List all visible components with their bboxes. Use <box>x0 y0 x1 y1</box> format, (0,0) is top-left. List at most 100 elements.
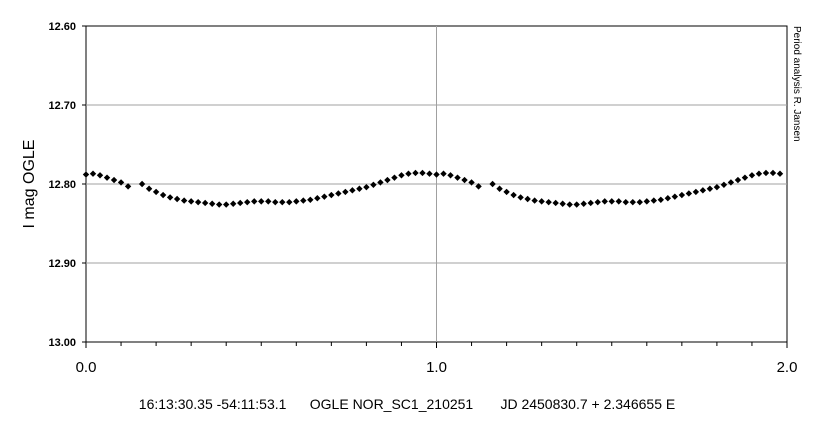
star-id-label: OGLE NOR_SC1_210251 <box>309 396 474 412</box>
data-point <box>629 198 636 206</box>
data-point <box>426 170 433 177</box>
data-point <box>293 198 300 205</box>
data-point <box>265 198 272 205</box>
y-tick-label: 12.80 <box>48 179 76 191</box>
data-point <box>678 191 686 199</box>
data-point <box>124 183 132 190</box>
data-point <box>776 170 784 177</box>
coordinates-label: 16:13:30.35 -54:11:53.1 <box>138 396 287 412</box>
data-point <box>573 201 580 208</box>
data-point <box>328 191 335 199</box>
data-point <box>117 179 125 186</box>
axis-ticks <box>82 25 788 348</box>
data-point <box>244 198 251 206</box>
data-point <box>286 198 293 206</box>
data-point <box>145 185 153 192</box>
y-tick-label: 12.70 <box>48 100 76 112</box>
data-point <box>230 200 237 207</box>
data-point <box>223 201 230 208</box>
data-point <box>356 185 363 192</box>
data-point <box>173 195 181 203</box>
data-point <box>307 196 314 203</box>
data-point <box>180 197 188 204</box>
data-point <box>391 174 398 181</box>
data-point <box>608 198 615 205</box>
data-point <box>187 198 195 205</box>
data-point <box>405 170 412 177</box>
y-tick-label: 12.60 <box>48 21 76 33</box>
data-point <box>335 190 342 197</box>
data-point <box>363 183 370 191</box>
data-point <box>370 181 377 188</box>
data-point <box>440 170 447 177</box>
data-point <box>279 198 286 206</box>
data-point <box>321 193 328 200</box>
data-point <box>580 200 587 207</box>
data-point <box>636 198 643 206</box>
data-point <box>713 183 721 191</box>
y-tick-label: 13.00 <box>48 337 76 349</box>
data-point <box>671 193 679 200</box>
x-tick-label: 2.0 <box>777 359 798 376</box>
data-point <box>755 170 763 177</box>
data-point <box>110 176 118 184</box>
data-point <box>517 194 524 201</box>
data-point <box>552 199 559 207</box>
x-tick-label: 0.0 <box>76 359 97 376</box>
data-point <box>419 169 426 177</box>
data-point <box>538 198 545 205</box>
data-point <box>166 194 174 201</box>
data-point <box>475 183 482 190</box>
data-point <box>398 172 405 179</box>
gridlines <box>86 26 787 342</box>
data-point <box>615 198 622 205</box>
data-point <box>194 198 202 206</box>
data-point <box>706 185 714 192</box>
data-point <box>447 172 454 179</box>
data-point <box>503 188 510 196</box>
data-point <box>727 179 735 186</box>
data-point <box>215 201 223 208</box>
data-point <box>524 195 531 203</box>
data-point <box>138 180 146 188</box>
data-point <box>377 179 384 186</box>
data-point <box>566 201 573 208</box>
data-point <box>314 195 321 202</box>
data-point <box>454 174 461 181</box>
data-point <box>545 198 552 206</box>
data-point <box>468 179 475 186</box>
data-point <box>559 200 566 207</box>
data-point <box>201 199 209 207</box>
data-point <box>349 187 356 194</box>
x-tick-label: 1.0 <box>426 359 447 376</box>
data-point <box>531 197 538 204</box>
data-point <box>272 198 279 206</box>
data-point <box>159 191 167 199</box>
data-point <box>685 190 693 197</box>
data-point <box>622 198 629 206</box>
side-note: Period analysis R. Jansen <box>791 26 802 142</box>
data-point <box>103 174 111 181</box>
data-point <box>152 188 160 196</box>
data-point <box>510 191 517 199</box>
data-point <box>741 174 749 181</box>
data-point <box>650 197 658 204</box>
data-point <box>496 185 503 192</box>
data-point <box>762 169 770 177</box>
data-point <box>594 198 601 206</box>
data-point <box>769 169 777 177</box>
data-point <box>96 172 104 179</box>
data-point <box>89 170 97 177</box>
data-point <box>300 197 307 204</box>
y-tick-labels: 12.60 12.70 12.80 12.90 13.00 <box>48 21 76 349</box>
data-point <box>258 198 265 205</box>
data-point <box>433 171 440 178</box>
data-points <box>82 169 784 208</box>
data-point <box>601 198 608 205</box>
data-point <box>237 199 244 207</box>
chart-caption: 16:13:30.35 -54:11:53.1 OGLE NOR_SC1_210… <box>0 396 814 412</box>
data-point <box>720 181 728 188</box>
data-point <box>692 188 700 196</box>
data-point <box>82 171 90 178</box>
